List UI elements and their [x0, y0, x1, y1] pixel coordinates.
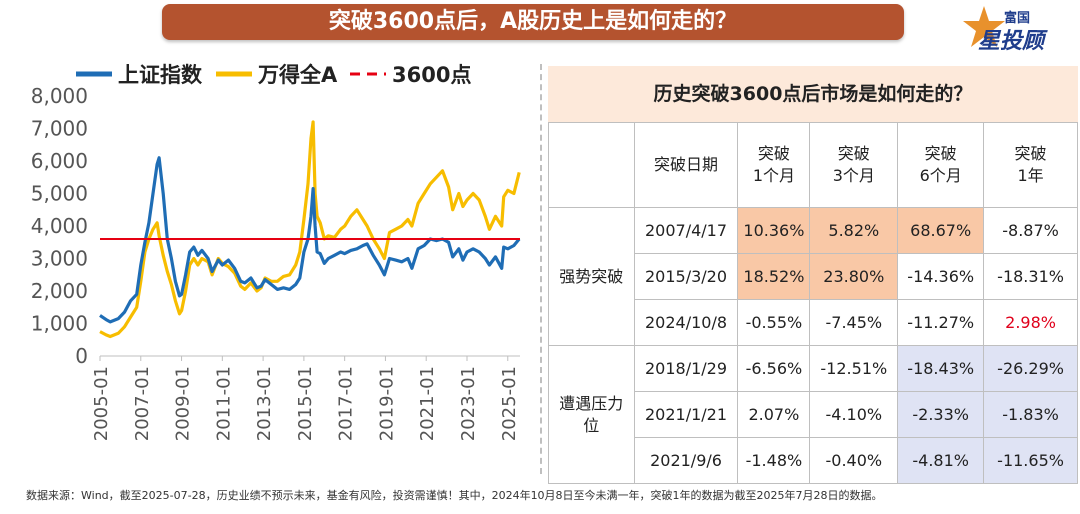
x-tick-label: 2019-01 [376, 366, 397, 441]
x-tick-label: 2009-01 [173, 366, 194, 441]
table-header-row: 突破日期 突破 1个月 突破 3个月 突破 6个月 突破 1年 [548, 122, 1078, 208]
y-axis: 0 1,000 2,000 3,000 4,000 5,000 6,000 7,000 8,00… [31, 84, 88, 368]
table-row: 2021/1/21 2.07% -4.10% -2.33% -1.83% [549, 391, 1078, 438]
header-1y: 突破 1年 [983, 122, 1078, 208]
y-tick-label: 1,000 [31, 312, 88, 336]
fuguo-logo: 富国 星投顾 [963, 6, 1048, 54]
cell-6m: 68.67% [897, 207, 985, 254]
table-row: 强势突破 2007/4/17 10.36% 5.82% 68.67% -8.87… [548, 207, 1078, 346]
star-icon [963, 6, 1005, 47]
x-tick-label: 2015-01 [295, 366, 316, 441]
legend-label-wind-a: 万得全A [257, 63, 338, 87]
x-tick-label: 2007-01 [132, 366, 153, 441]
returns-table: 突破日期 突破 1个月 突破 3个月 突破 6个月 突破 1年 强势突破 2007/4/… [548, 122, 1078, 484]
cell-6m: -14.36% [897, 253, 985, 300]
cell-3m: -4.10% [809, 391, 899, 438]
cell-1m: -0.55% [737, 299, 811, 346]
cell-date: 2021/9/6 [633, 437, 739, 484]
y-tick-label: 5,000 [31, 182, 88, 206]
legend: 上证指数 万得全A 3600点 [76, 63, 471, 87]
x-tick-label: 2025-01 [499, 366, 520, 441]
cell-1y: -8.87% [983, 207, 1078, 254]
table-title: 历史突破3600点后市场是如何走的？ [548, 66, 1078, 122]
cell-1y: -18.31% [983, 253, 1078, 300]
group-pressure-level: 遭遇压力位 [548, 345, 635, 484]
x-axis: 2005-01 2007-01 2009-01 2011-01 2013-01 2015-… [91, 356, 520, 441]
cell-1y: -1.83% [983, 391, 1078, 438]
footnote: 数据来源：Wind，截至2025-07-28，历史业绩不预示未来，基金有风险，投… [26, 489, 883, 502]
y-tick-label: 3,000 [31, 247, 88, 271]
x-tick-label: 2011-01 [213, 366, 234, 441]
group-strong-breakout: 强势突破 [548, 207, 635, 346]
header-blank [548, 122, 635, 208]
x-tick-label: 2021-01 [417, 366, 438, 441]
logo-line2: 星投顾 [978, 29, 1048, 54]
table-row: 2015/3/20 18.52% 23.80% -14.36% -18.31% [549, 253, 1078, 300]
cell-3m: -0.40% [809, 437, 899, 484]
x-tick-label: 2013-01 [254, 366, 275, 441]
cell-date: 2018/1/29 [633, 345, 739, 392]
cell-3m: -7.45% [809, 299, 899, 346]
line-chart: 上证指数 万得全A 3600点 0 1,000 2,000 3,000 4,000 5,0… [31, 63, 521, 441]
cell-1y: -26.29% [983, 345, 1078, 392]
header-3m: 突破 3个月 [809, 122, 899, 208]
table-row: 2024/10/8 -0.55% -7.45% -11.27% 2.98% [549, 299, 1078, 346]
cell-1y: 2.98% [983, 299, 1078, 346]
x-tick-label: 2017-01 [336, 366, 357, 441]
cell-date: 2007/4/17 [633, 207, 739, 254]
y-tick-label: 2,000 [31, 279, 88, 303]
cell-1y: -11.65% [983, 437, 1078, 484]
cell-6m: -11.27% [897, 299, 985, 346]
cell-1m: 2.07% [737, 391, 811, 438]
header-date: 突破日期 [633, 122, 739, 208]
cell-6m: -2.33% [897, 391, 985, 438]
legend-label-3600: 3600点 [392, 63, 471, 87]
cell-3m: 23.80% [809, 253, 899, 300]
table-row: 2021/9/6 -1.48% -0.40% -4.81% -11.65% [549, 437, 1078, 484]
cell-1m: -6.56% [737, 345, 811, 392]
breakout-table: 历史突破3600点后市场是如何走的？ 突破日期 突破 1个月 突破 3个月 突破 6个… [548, 66, 1078, 484]
y-tick-label: 0 [75, 344, 88, 368]
cell-3m: 5.82% [809, 207, 899, 254]
x-tick-label: 2023-01 [458, 366, 479, 441]
cell-date: 2024/10/8 [633, 299, 739, 346]
cell-1m: -1.48% [737, 437, 811, 484]
table-row: 遭遇压力位 2018/1/29 -6.56% -12.51% -18.43% -… [548, 345, 1078, 484]
series-line-shanghai [99, 156, 521, 324]
x-tick-label: 2005-01 [91, 366, 112, 441]
cell-date: 2021/1/21 [633, 391, 739, 438]
header-6m: 突破 6个月 [897, 122, 985, 208]
cell-1m: 10.36% [737, 207, 811, 254]
cell-date: 2015/3/20 [633, 253, 739, 300]
legend-label-shanghai: 上证指数 [118, 63, 203, 87]
logo-line1: 富国 [1004, 10, 1030, 26]
y-tick-label: 8,000 [31, 84, 88, 108]
y-tick-label: 7,000 [31, 117, 88, 141]
divider [540, 64, 542, 474]
cell-6m: -18.43% [897, 345, 985, 392]
series-line-wind-a [99, 120, 521, 339]
y-tick-label: 4,000 [31, 214, 88, 238]
cell-1m: 18.52% [737, 253, 811, 300]
y-tick-label: 6,000 [31, 149, 88, 173]
banner-title: 突破3600点后，A股历史上是如何走的？ [162, 4, 904, 40]
cell-6m: -4.81% [897, 437, 985, 484]
header-1m: 突破 1个月 [737, 122, 811, 208]
cell-3m: -12.51% [809, 345, 899, 392]
